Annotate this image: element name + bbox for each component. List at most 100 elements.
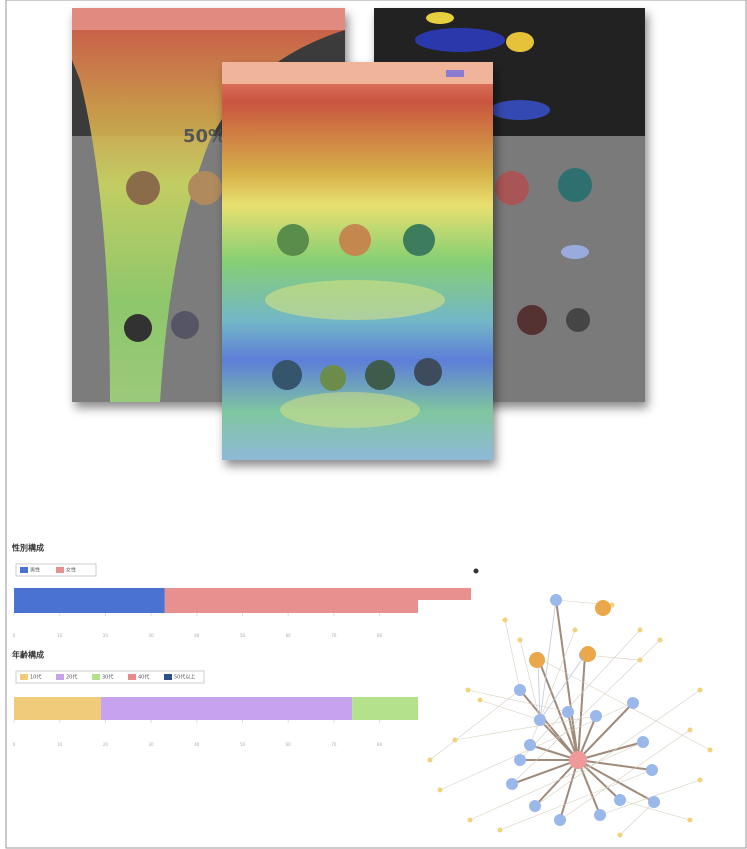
edge: [479, 699, 541, 721]
heatmap-center: [222, 62, 493, 460]
edge: [537, 657, 579, 761]
legend-swatch: [128, 674, 136, 680]
legend-label: 10代: [30, 674, 41, 681]
x-tick-label: 70: [331, 633, 337, 638]
edge: [619, 801, 655, 836]
legend-swatch: [164, 674, 172, 680]
legend-swatch: [92, 674, 100, 680]
edge: [537, 657, 711, 751]
edge: [504, 619, 521, 691]
node: [646, 764, 658, 776]
node: [514, 754, 526, 766]
node-minor: [707, 747, 713, 753]
edge: [539, 654, 586, 721]
node: [637, 736, 649, 748]
bar-segment: [100, 697, 353, 720]
node: [550, 594, 562, 606]
node-minor: [502, 617, 508, 623]
node: [554, 814, 566, 826]
edge: [454, 715, 597, 741]
node: [506, 778, 518, 790]
node-minor: [467, 817, 473, 823]
node-highlight: [595, 600, 611, 616]
legend-label: 50代以上: [174, 674, 195, 681]
x-tick-label: 20: [103, 742, 109, 747]
edge: [559, 759, 579, 821]
legend-label: 30代: [102, 674, 113, 681]
x-tick-label: 10: [57, 742, 63, 747]
node: [534, 714, 546, 726]
legend-label: 男性: [30, 567, 40, 574]
heatmap-percent: 50%: [183, 126, 226, 147]
legend-swatch: [20, 567, 28, 573]
node-highlight: [529, 652, 545, 668]
edge: [577, 759, 653, 771]
chart-title: 性別構成: [12, 543, 44, 553]
legend-swatch: [56, 674, 64, 680]
x-tick-label: 50: [240, 742, 246, 747]
node-minor: [697, 687, 703, 693]
node-highlight: [580, 646, 596, 662]
x-tick-label: 60: [286, 742, 292, 747]
edge: [577, 759, 621, 801]
node-minor: [617, 832, 623, 838]
x-tick-label: 0: [13, 633, 16, 638]
x-tick-label: 20: [103, 633, 109, 638]
edge: [511, 759, 579, 785]
edge: [577, 759, 601, 816]
edge: [577, 741, 644, 761]
x-tick-label: 80: [377, 633, 383, 638]
legend-label: 40代: [138, 674, 149, 681]
edge: [599, 779, 701, 816]
legend-label: 女性: [66, 567, 76, 574]
edge: [619, 799, 691, 821]
node-minor: [697, 777, 703, 783]
node-center: [569, 751, 587, 769]
node-minor: [497, 827, 503, 833]
x-tick-label: 40: [194, 742, 200, 747]
node: [514, 684, 526, 696]
node: [648, 796, 660, 808]
edge: [534, 689, 701, 807]
x-tick-label: 10: [57, 633, 63, 638]
node-minor: [637, 627, 643, 633]
node-minor: [517, 637, 523, 643]
node: [529, 800, 541, 812]
edge: [559, 729, 691, 821]
node-minor: [465, 687, 471, 693]
edge: [519, 689, 579, 761]
edge: [519, 629, 641, 761]
edge: [539, 719, 579, 761]
node-minor: [572, 627, 578, 633]
edge: [511, 639, 661, 785]
x-tick-label: 0: [13, 742, 16, 747]
node: [594, 809, 606, 821]
bar-segment: [14, 697, 101, 720]
node: [627, 697, 639, 709]
node-minor: [477, 697, 483, 703]
edge: [429, 689, 521, 761]
edge: [577, 654, 586, 761]
network-graph: [418, 594, 745, 846]
edge: [499, 769, 653, 831]
bar-segment: [14, 588, 165, 613]
node-minor: [427, 757, 433, 763]
node-minor: [687, 817, 693, 823]
edge: [537, 657, 541, 721]
chart-title: 年齢構成: [12, 650, 44, 660]
node: [614, 794, 626, 806]
edge: [555, 599, 579, 761]
x-tick-label: 70: [331, 742, 337, 747]
node: [590, 710, 602, 722]
node-minor: [437, 787, 443, 793]
edge: [529, 629, 576, 746]
node: [562, 706, 574, 718]
x-tick-label: 50: [240, 633, 246, 638]
node-minor: [687, 727, 693, 733]
edge: [467, 689, 569, 713]
x-tick-label: 60: [286, 633, 292, 638]
network-bg: [418, 600, 745, 846]
edge: [519, 639, 541, 721]
node: [524, 739, 536, 751]
